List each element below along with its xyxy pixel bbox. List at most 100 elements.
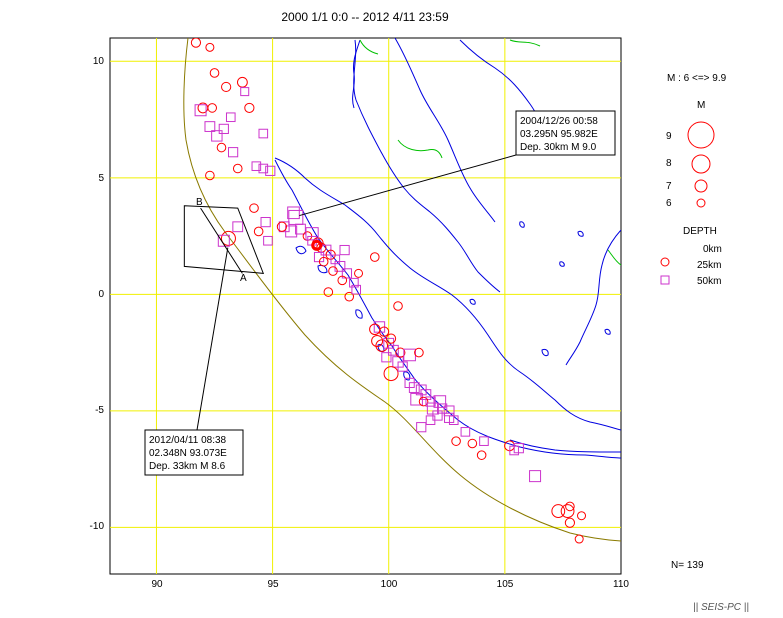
- y-axis-ticks: 10 5 0 -5 -10: [90, 56, 105, 532]
- y-tick-label: 5: [98, 173, 104, 184]
- shallow-event-circle: [560, 504, 575, 518]
- country-border: [359, 39, 621, 266]
- annotation-2012-depth-mag: Dep. 33km M 8.6: [149, 461, 226, 472]
- shallow-event-circle: [418, 396, 429, 407]
- legend: M : 6 <=> 9.9 M 9 8 7 6 DEPTH 0km 25km 5…: [660, 73, 727, 287]
- shallow-event-circle: [249, 203, 259, 213]
- deep-event-square: [278, 221, 290, 233]
- depth-legend-label: 50km: [697, 276, 721, 287]
- deep-event-square: [425, 396, 436, 407]
- shallow-event-circle: [393, 301, 403, 311]
- sumatra-east-coast: [274, 157, 621, 431]
- deep-event-square: [258, 163, 269, 174]
- deep-event-square: [397, 361, 408, 372]
- shallow-event-circle: [369, 252, 380, 262]
- shallow-event-circle: [221, 81, 232, 93]
- deep-event-square: [217, 234, 230, 247]
- sumatra-west-coast: [274, 159, 621, 459]
- magnitude-legend-label: 7: [666, 181, 672, 192]
- magnitude-legend-label: 9: [666, 131, 672, 142]
- deep-event-square: [460, 427, 471, 437]
- deep-event-square: [265, 165, 276, 176]
- magnitude-range-label: M : 6 <=> 9.9: [667, 73, 727, 84]
- annotation-2004-depth-mag: Dep. 30km M 9.0: [520, 142, 597, 153]
- shallow-event-circle: [232, 163, 243, 174]
- deep-event-square: [258, 128, 269, 139]
- deep-event-square: [387, 344, 399, 356]
- deep-event-square: [529, 470, 542, 483]
- shallow-event-circle: [190, 38, 202, 48]
- section-axis-line: [200, 207, 243, 274]
- shallow-event-circle: [209, 68, 220, 78]
- shallow-event-circle: [565, 501, 575, 512]
- deep-event-square: [408, 382, 420, 393]
- magnitude-legend-circle: [694, 179, 708, 193]
- magnitude-legend-circle: [696, 198, 706, 208]
- deep-event-square: [263, 235, 273, 246]
- y-tick-label: -10: [90, 521, 105, 532]
- annotation-2012-date: 2012/04/11 08:38: [149, 435, 227, 446]
- annotation-2012-coords: 02.348N 93.073E: [149, 448, 227, 459]
- x-tick-label: 95: [267, 579, 279, 590]
- shallow-event-circle: [451, 436, 461, 446]
- leader-line-2004: [299, 154, 517, 217]
- highlight-event-marker: [311, 239, 323, 251]
- deep-event-square: [295, 223, 306, 235]
- shallow-event-circle: [375, 339, 389, 352]
- malay-peninsula-coast: [353, 38, 501, 293]
- deep-event-square: [218, 123, 229, 134]
- offshore-islands: [295, 221, 611, 381]
- deep-event-square: [425, 415, 436, 425]
- magnitude-legend-label: 8: [666, 158, 672, 169]
- shallow-event-circle: [323, 287, 334, 297]
- shallow-event-circle: [337, 275, 348, 286]
- deep-event-square: [433, 395, 447, 408]
- depth-legend-heading: DEPTH: [683, 226, 717, 237]
- shallow-event-circle: [574, 534, 584, 544]
- shallow-event-circle: [577, 511, 587, 521]
- x-tick-label: 110: [613, 579, 629, 590]
- x-tick-label: 90: [151, 579, 163, 590]
- annotation-2004-coords: 03.295N 95.982E: [520, 129, 598, 140]
- deep-event-square: [260, 217, 271, 228]
- deep-event-square: [194, 104, 207, 117]
- deep-event-square: [285, 225, 298, 238]
- x-axis-ticks: 90 95 100 105 110: [151, 579, 629, 590]
- leader-line-2012: [196, 247, 229, 431]
- java-coast: [509, 439, 621, 453]
- depth-legend-label: 0km: [703, 244, 722, 255]
- x-tick-label: 100: [381, 579, 398, 590]
- annotation-2012: 2012/04/11 08:38 02.348N 93.073E Dep. 33…: [144, 429, 244, 476]
- shallow-event-circle: [467, 438, 478, 449]
- deep-event-square: [211, 130, 223, 142]
- deep-event-square: [351, 284, 362, 295]
- deep-event-square: [204, 121, 216, 132]
- depth-legend-square-symbol: [660, 275, 670, 285]
- annotation-2004-box: [515, 110, 616, 156]
- shallow-event-circle: [276, 221, 287, 232]
- deep-event-square: [339, 244, 350, 256]
- deep-event-square: [225, 112, 236, 123]
- borneo-coast: [565, 229, 621, 366]
- depth-legend-label: 25km: [697, 260, 721, 271]
- shallow-event-circle: [551, 504, 566, 518]
- deep-event-square: [287, 206, 300, 220]
- shallow-event-circle: [371, 334, 384, 347]
- shallow-event-circle: [207, 103, 217, 113]
- shallow-event-circle: [253, 226, 264, 237]
- section-label-a: A: [240, 273, 247, 284]
- credit-mark: || SEIS-PC ||: [693, 602, 749, 613]
- shallow-event-circle: [414, 347, 424, 358]
- deep-event-square: [381, 352, 392, 363]
- deep-event-square: [228, 147, 239, 158]
- cross-section-box: [183, 205, 265, 274]
- graticule: [110, 38, 621, 574]
- magnitude-legend-circle: [691, 154, 711, 174]
- deep-event-square: [349, 277, 359, 288]
- shallow-event-circle: [244, 102, 255, 114]
- deep-event-square: [448, 415, 459, 425]
- shallow-event-circle: [205, 42, 215, 52]
- y-tick-label: 10: [93, 56, 105, 67]
- shallow-event-circle: [395, 347, 406, 358]
